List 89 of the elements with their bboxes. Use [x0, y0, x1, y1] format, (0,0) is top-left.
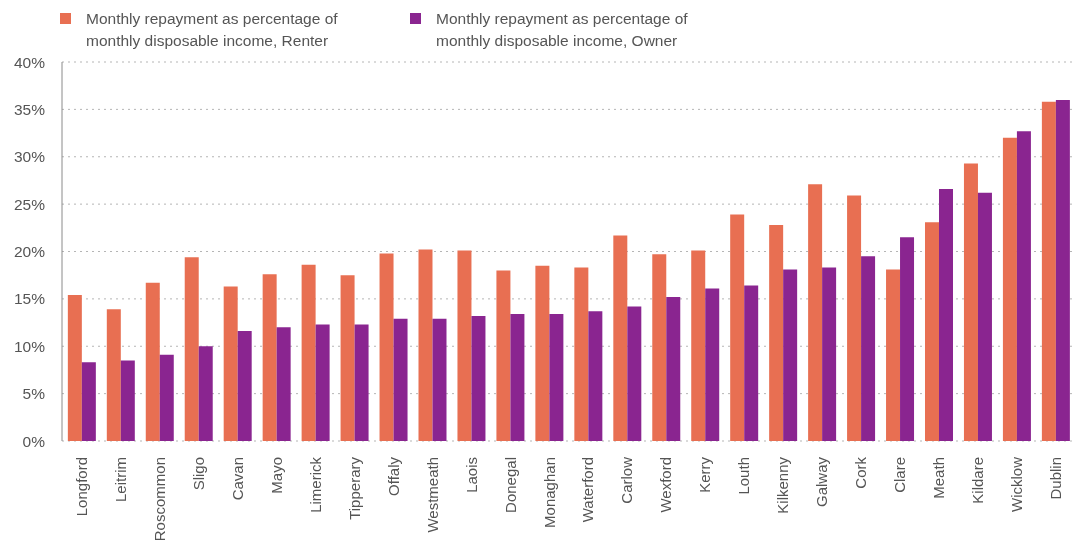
bar — [496, 270, 511, 441]
bar — [393, 318, 408, 441]
bar — [457, 250, 472, 441]
bar — [1041, 101, 1056, 441]
bar — [184, 257, 199, 441]
bar — [730, 214, 745, 441]
bar — [1002, 137, 1017, 441]
bar — [159, 354, 174, 441]
x-tick-label: Wexford — [657, 457, 675, 513]
y-tick-label: 40% — [13, 53, 46, 71]
bar — [418, 249, 433, 441]
bar — [120, 360, 135, 441]
x-tick-label: Leitrim — [111, 457, 129, 503]
x-tick-label: Dublin — [1047, 457, 1065, 500]
x-tick-label: Waterford — [579, 457, 597, 523]
y-tick-label: 0% — [22, 432, 46, 450]
bar — [510, 314, 525, 441]
bar — [588, 311, 603, 441]
bar — [574, 267, 589, 441]
y-tick-label: 35% — [13, 100, 46, 118]
bar — [744, 285, 759, 441]
x-tick-label: Laois — [462, 457, 480, 493]
bar — [847, 195, 862, 441]
bar — [861, 256, 876, 441]
y-tick-label: 30% — [13, 148, 46, 166]
x-tick-label: Monaghan — [540, 457, 558, 528]
bar — [535, 265, 550, 441]
y-tick-label: 20% — [13, 243, 46, 260]
bar — [379, 253, 394, 441]
bar — [67, 295, 82, 441]
bar — [627, 306, 642, 441]
bar — [808, 184, 823, 441]
bar — [145, 282, 160, 441]
legend-label: Monthly repayment as percentage of monthly disposable income, Owner — [436, 9, 689, 51]
bar — [963, 163, 978, 441]
x-tick-label: Tipperary — [345, 456, 363, 520]
bar — [237, 331, 252, 441]
x-tick-label: Kerry — [696, 456, 714, 493]
bar — [822, 267, 837, 441]
legend-label: Monthly repayment as percentage of monthly disposable income, Renter — [86, 9, 339, 51]
y-tick-label: 15% — [13, 290, 46, 308]
bar — [666, 296, 681, 441]
bar — [783, 269, 798, 441]
bar — [886, 269, 901, 441]
bar — [691, 250, 706, 441]
bar — [1016, 131, 1031, 441]
x-tick-label: Kildare — [969, 457, 987, 504]
bar — [301, 264, 316, 441]
y-tick-label: 10% — [13, 337, 46, 355]
bar — [925, 222, 939, 441]
bar — [340, 275, 355, 441]
bar — [315, 324, 330, 441]
bar — [81, 362, 96, 441]
bar — [549, 314, 564, 441]
y-tick-label: 5% — [22, 385, 46, 403]
bar — [705, 288, 720, 441]
y-tick-label: 25% — [13, 195, 46, 213]
bar — [354, 324, 369, 441]
x-tick-label: Offaly — [384, 456, 402, 496]
x-tick-label: Meath — [930, 457, 948, 499]
bar — [1055, 99, 1070, 441]
bar — [613, 235, 628, 441]
x-tick-label: Louth — [735, 457, 753, 495]
bar — [106, 309, 121, 441]
bar — [977, 192, 992, 441]
x-tick-label: Carlow — [618, 456, 636, 504]
x-tick-label: Kilkenny — [774, 456, 792, 514]
bar — [939, 188, 953, 441]
x-tick-label: Clare — [891, 457, 909, 493]
x-tick-label: Limerick — [306, 456, 324, 513]
x-tick-label: Wicklow — [1008, 456, 1026, 512]
x-tick-label: Cavan — [228, 457, 246, 501]
x-tick-label: Westmeath — [423, 457, 441, 533]
bar — [471, 315, 486, 441]
x-tick-label: Mayo — [267, 457, 285, 494]
x-tick-label: Donegal — [501, 457, 519, 513]
bar — [276, 327, 291, 441]
bar — [198, 346, 213, 441]
x-tick-label: Longford — [72, 457, 90, 517]
bar — [900, 237, 915, 441]
bar — [652, 254, 667, 441]
x-tick-label: Galway — [813, 456, 831, 508]
bar — [262, 274, 277, 441]
bar — [223, 286, 238, 441]
x-tick-label: Sligo — [189, 457, 207, 491]
bar — [432, 318, 447, 441]
x-tick-label: Roscommon — [150, 457, 168, 542]
x-tick-label: Cork — [852, 456, 870, 489]
bar — [769, 224, 784, 441]
